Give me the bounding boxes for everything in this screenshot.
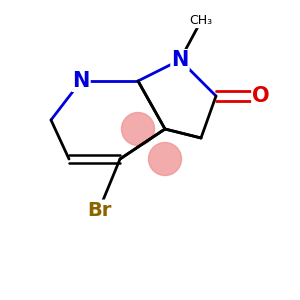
Circle shape [148,142,182,176]
Text: Br: Br [87,200,111,220]
Circle shape [122,112,154,146]
Text: CH₃: CH₃ [189,14,213,28]
Text: N: N [171,50,189,70]
Text: O: O [252,86,270,106]
Text: N: N [72,71,90,91]
